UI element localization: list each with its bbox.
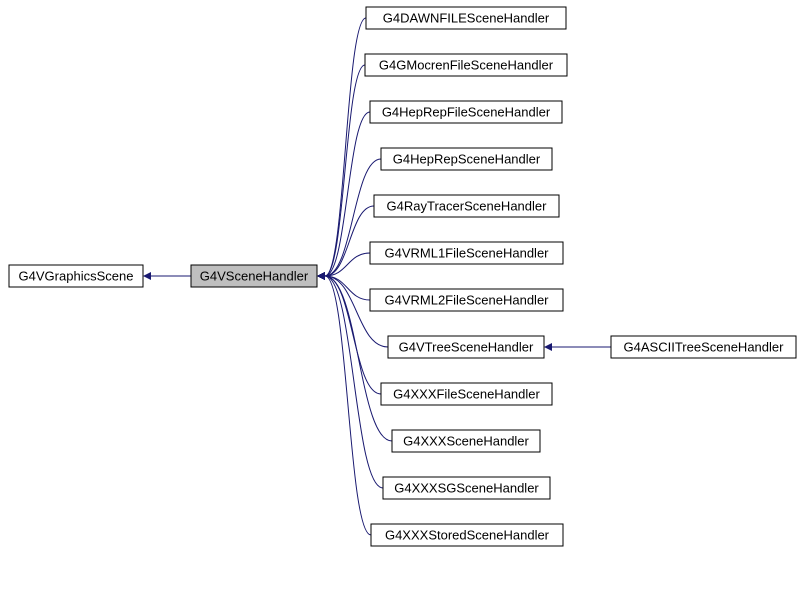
node-ascii[interactable]: G4ASCIITreeSceneHandler [611,336,796,358]
node-label: G4HepRepSceneHandler [393,152,541,167]
edge [325,276,370,300]
node-label: G4VGraphicsScene [19,269,134,284]
node-label: G4VRML2FileSceneHandler [384,293,549,308]
node-heprep[interactable]: G4HepRepSceneHandler [381,148,552,170]
nodes-group: G4VGraphicsScene G4VSceneHandler G4DAWNFIL… [9,7,796,546]
edge-arrowhead [544,343,552,351]
node-xxx[interactable]: G4XXXSceneHandler [392,430,540,452]
node-xxxstore[interactable]: G4XXXStoredSceneHandler [371,524,563,546]
node-label: G4VSceneHandler [200,269,309,284]
node-label: G4XXXSceneHandler [403,434,529,449]
node-dawn[interactable]: G4DAWNFILESceneHandler [366,7,566,29]
node-root[interactable]: G4VGraphicsScene [9,265,143,287]
edge [325,65,365,276]
node-xxxfile[interactable]: G4XXXFileSceneHandler [381,383,552,405]
node-center[interactable]: G4VSceneHandler [191,265,317,287]
edge-arrowhead [143,272,151,280]
node-label: G4HepRepFileSceneHandler [382,105,551,120]
node-label: G4XXXStoredSceneHandler [385,528,550,543]
node-label: G4VRML1FileSceneHandler [384,246,549,261]
node-label: G4GMocrenFileSceneHandler [379,58,554,73]
node-label: G4VTreeSceneHandler [399,340,534,355]
node-xxxsg[interactable]: G4XXXSGSceneHandler [383,477,550,499]
edge [325,112,370,276]
node-gmocren[interactable]: G4GMocrenFileSceneHandler [365,54,567,76]
edge-arrowhead [317,272,325,280]
node-label: G4RayTracerSceneHandler [387,199,548,214]
node-vrml2[interactable]: G4VRML2FileSceneHandler [370,289,563,311]
inheritance-diagram: G4VGraphicsScene G4VSceneHandler G4DAWNFIL… [0,0,803,595]
node-label: G4ASCIITreeSceneHandler [624,340,785,355]
node-label: G4XXXSGSceneHandler [394,481,539,496]
edge [325,18,366,276]
node-raytrace[interactable]: G4RayTracerSceneHandler [374,195,559,217]
node-heprepf[interactable]: G4HepRepFileSceneHandler [370,101,562,123]
node-label: G4XXXFileSceneHandler [393,387,540,402]
node-vtree[interactable]: G4VTreeSceneHandler [388,336,544,358]
node-label: G4DAWNFILESceneHandler [383,11,550,26]
node-vrml1[interactable]: G4VRML1FileSceneHandler [370,242,563,264]
